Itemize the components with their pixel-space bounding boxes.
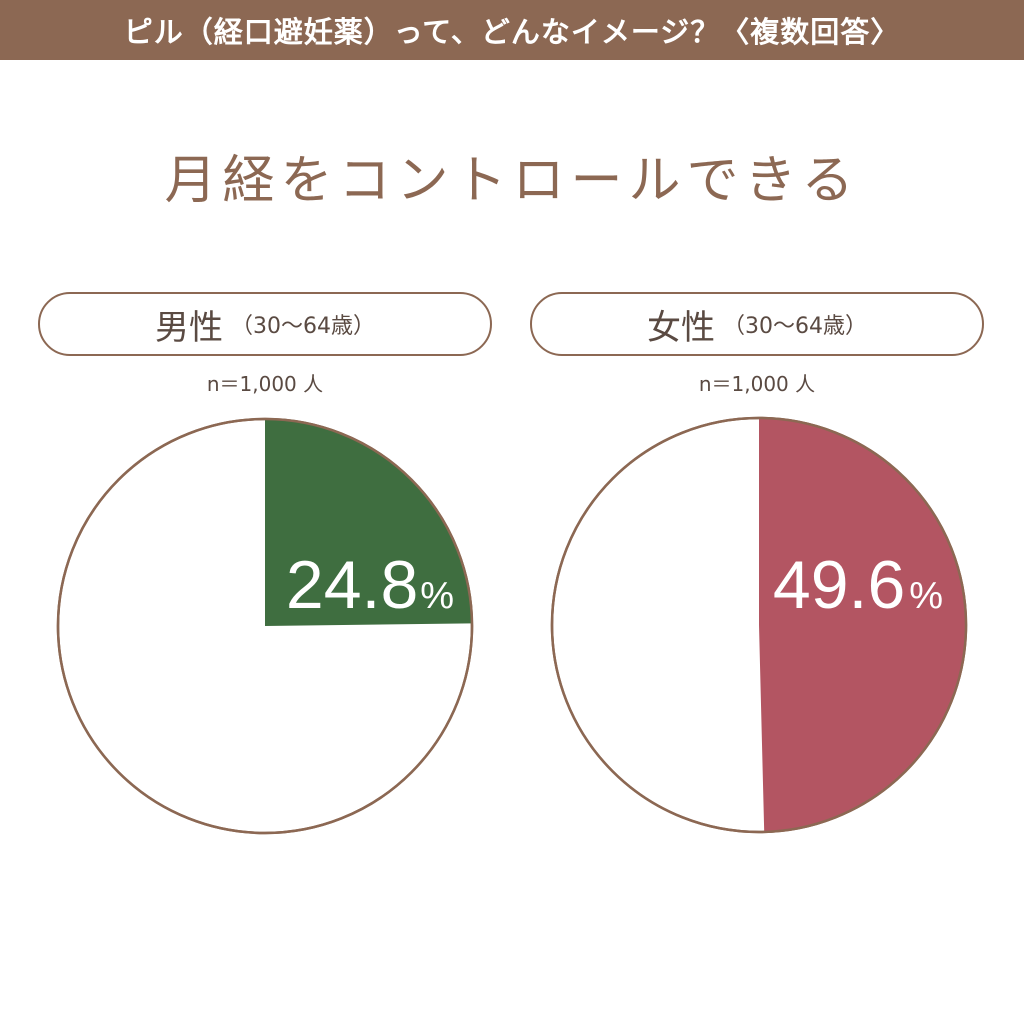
chart-subtitle: 月経をコントロールできる — [164, 151, 860, 211]
male-age-range: （30〜64歳） — [231, 314, 375, 339]
female-pie-chart: 49.6% — [550, 416, 968, 834]
female-value-label: 49.6% — [773, 547, 943, 623]
female-sample-size: n＝1,000 人 — [698, 372, 816, 396]
male-group-name: 男性 — [155, 307, 223, 348]
female-pie-slice — [759, 418, 966, 832]
male-pie-chart: 24.8% — [56, 417, 474, 835]
male-sample-size: n＝1,000 人 — [206, 372, 324, 396]
female-age-range: （30〜64歳） — [723, 314, 867, 339]
female-pie-outline — [550, 416, 968, 834]
female-group-name: 女性 — [647, 307, 715, 348]
male-value-label: 24.8% — [286, 547, 454, 623]
male-group-label: 男性 （30〜64歳） — [38, 292, 492, 356]
male-pie-slice — [265, 419, 472, 626]
female-group-label: 女性 （30〜64歳） — [530, 292, 984, 356]
title-banner: ピル（経口避妊薬）って、どんなイメージ？〈複数回答〉 — [0, 0, 1024, 60]
male-pie-outline — [56, 417, 474, 835]
banner-title: ピル（経口避妊薬）って、どんなイメージ？〈複数回答〉 — [123, 15, 901, 49]
